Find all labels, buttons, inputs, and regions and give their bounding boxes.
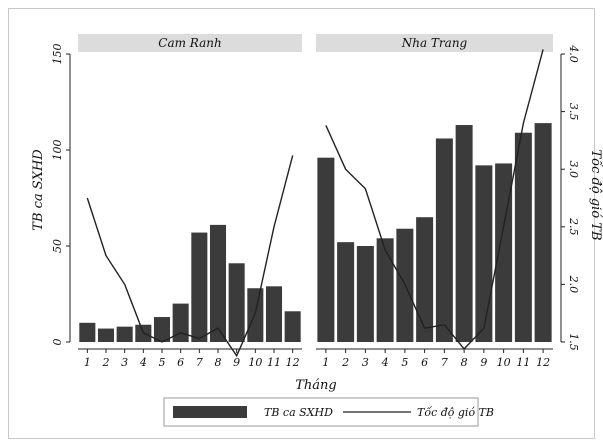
bar: [495, 163, 513, 342]
bar: [153, 317, 171, 342]
x-tick-label: 3: [362, 356, 369, 369]
panel-title: Nha Trang: [401, 36, 468, 50]
bar: [79, 322, 96, 342]
bar: [317, 157, 335, 342]
legend-label-line: Tốc độ gió TB: [417, 406, 494, 419]
bar: [475, 165, 493, 342]
y-tick-label-right: 1.5: [567, 333, 580, 351]
x-tick-label: 6: [421, 356, 428, 369]
x-tick-label: 4: [139, 356, 147, 369]
y-tick-label-right: 3.5: [567, 103, 580, 121]
x-tick-label: 7: [196, 356, 203, 369]
panel-strip: [78, 34, 302, 52]
bar: [209, 224, 227, 342]
bar: [455, 125, 473, 342]
bar: [416, 217, 434, 342]
bar: [172, 303, 189, 342]
x-tick-label: 1: [322, 356, 329, 369]
panel-strip: [316, 34, 553, 52]
y-tick-label-left: 100: [51, 140, 64, 161]
bar: [191, 232, 208, 342]
x-tick-label: 6: [177, 356, 184, 369]
bar: [228, 263, 245, 342]
y-axis-title-right: Tốc độ gió TB: [588, 150, 603, 241]
wind-line: [325, 49, 544, 350]
x-tick-label: 7: [441, 356, 448, 369]
y-tick-label-right: 2.5: [567, 217, 580, 236]
y-tick-label-right: 4.0: [567, 44, 580, 63]
x-tick-label: 1: [84, 356, 91, 369]
x-tick-label: 8: [215, 356, 222, 369]
y-tick-label-right: 2.0: [567, 275, 580, 294]
x-tick-label: 2: [102, 356, 110, 369]
bar: [356, 246, 374, 342]
bar: [284, 311, 301, 342]
legend-bar-swatch: [173, 406, 247, 418]
x-tick-label: 11: [267, 356, 281, 369]
y-axis-title-left: TB ca SXHD: [31, 149, 46, 231]
bar: [337, 242, 355, 342]
x-tick-label: 9: [233, 356, 240, 369]
x-axis-title: Tháng: [295, 378, 337, 393]
bar: [376, 238, 394, 342]
x-tick-label: 4: [381, 356, 389, 369]
wind-line: [86, 155, 294, 358]
bar: [514, 132, 532, 342]
y-tick-label-left: 150: [51, 44, 64, 65]
legend: TB ca SXHD Tốc độ gió TB: [163, 397, 494, 427]
bar: [435, 138, 453, 342]
x-tick-label: 9: [480, 356, 487, 369]
x-tick-label: 10: [497, 356, 511, 369]
x-tick-label: 8: [461, 356, 468, 369]
x-tick-label: 12: [536, 356, 550, 369]
x-tick-label: 12: [286, 356, 300, 369]
y-tick-label-left: 0: [51, 339, 64, 346]
x-tick-label: 3: [121, 356, 128, 369]
x-tick-label: 5: [159, 356, 166, 369]
bar: [534, 123, 552, 343]
bar: [265, 286, 283, 342]
x-tick-label: 11: [516, 356, 530, 369]
x-tick-label: 5: [401, 356, 408, 369]
x-tick-label: 2: [341, 356, 349, 369]
bar: [116, 326, 133, 342]
y-tick-label-left: 50: [51, 239, 64, 253]
x-tick-label: 10: [248, 356, 262, 369]
bar: [97, 328, 115, 342]
bar: [247, 288, 264, 342]
y-tick-label-right: 3.0: [567, 160, 580, 178]
panel-title: Cam Ranh: [158, 36, 221, 50]
legend-label-bars: TB ca SXHD: [264, 406, 333, 419]
chart-frame: [8, 8, 595, 439]
